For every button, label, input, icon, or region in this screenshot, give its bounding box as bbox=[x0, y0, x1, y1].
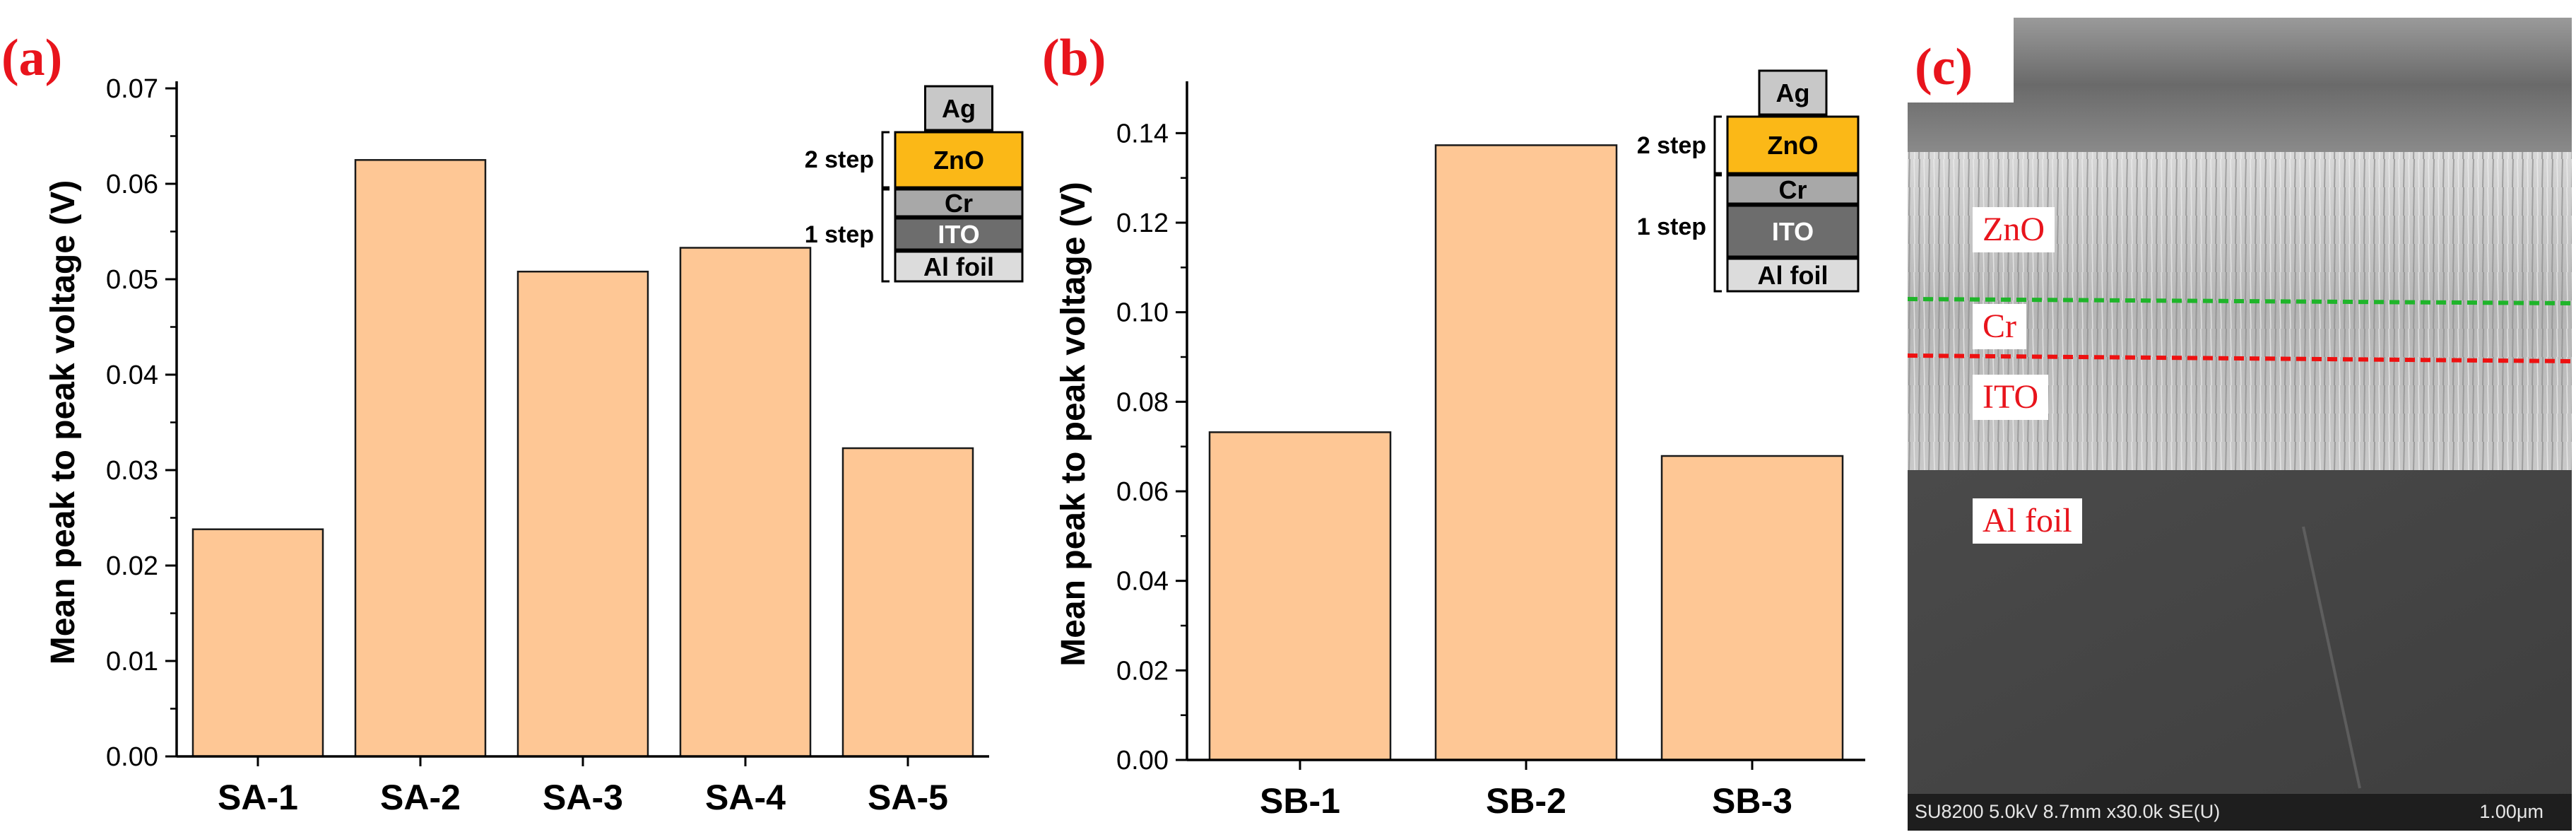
x-tick-label-SA-5: SA-5 bbox=[868, 778, 948, 817]
y-axis-label-b: Mean peak to peak voltage (V) bbox=[1055, 182, 1092, 667]
y-tick-label-a-5: 0.05 bbox=[106, 265, 158, 295]
y-tick-label-b-6: 0.12 bbox=[1116, 209, 1169, 238]
y-tick-label-a-1: 0.01 bbox=[106, 647, 158, 677]
bar-SA-3 bbox=[516, 270, 649, 758]
step-label-b-step2: 2 step bbox=[1637, 132, 1706, 159]
panel-label-a: (a) bbox=[1, 29, 63, 87]
y-tick-label-b-7: 0.14 bbox=[1116, 119, 1169, 148]
y-tick-label-b-5: 0.10 bbox=[1116, 298, 1169, 328]
y-tick-label-b-1: 0.02 bbox=[1116, 656, 1169, 686]
x-tick-label-SB-1: SB-1 bbox=[1260, 781, 1340, 821]
bar-SA-5 bbox=[841, 447, 974, 758]
y-tick-label-b-0: 0.00 bbox=[1116, 746, 1169, 775]
stack-layer-a-ag bbox=[924, 85, 993, 131]
sem-label-ito: ITO bbox=[1973, 375, 2049, 420]
stack-label-b-ito: ITO bbox=[1772, 217, 1814, 246]
sem-label-zno: ZnO bbox=[1973, 207, 2055, 252]
sem-green-line bbox=[1908, 297, 2572, 305]
bracket-a-step1 bbox=[881, 188, 890, 283]
y-tick-label-b-2: 0.04 bbox=[1116, 567, 1169, 597]
sem-corner-mask bbox=[1908, 18, 2014, 103]
y-tick-label-a-4: 0.04 bbox=[106, 361, 158, 390]
bar-SB-1 bbox=[1208, 431, 1392, 761]
stack-layer-a-zno bbox=[894, 131, 1024, 189]
bracket-b-step1 bbox=[1713, 174, 1722, 293]
stack-label-a-ag: Ag bbox=[942, 94, 976, 123]
x-tick-label-SA-2: SA-2 bbox=[380, 778, 461, 817]
x-tick-label-SA-4: SA-4 bbox=[705, 778, 786, 817]
stack-label-b-cr: Cr bbox=[1778, 175, 1807, 204]
x-tick-label-SA-1: SA-1 bbox=[218, 778, 298, 817]
panel-label-b: (b) bbox=[1042, 29, 1106, 87]
step-label-a-step2: 2 step bbox=[805, 146, 874, 173]
x-tick-label-SA-3: SA-3 bbox=[543, 778, 623, 817]
y-axis-label-a: Mean peak to peak voltage (V) bbox=[45, 180, 82, 665]
sem-info-bar: SU8200 5.0kV 8.7mm x30.0k SE(U) 1.00μm bbox=[1908, 794, 2572, 831]
sem-image: (c) ZnO Cr ITO Al foil SU8200 5.0kV 8.7m… bbox=[1908, 18, 2572, 831]
stack-label-b-zno: ZnO bbox=[1768, 131, 1819, 160]
step-label-a-step1: 1 step bbox=[805, 221, 874, 248]
stack-layer-b-al bbox=[1726, 257, 1860, 293]
stack-layer-a-cr bbox=[894, 188, 1024, 218]
y-tick-label-a-2: 0.02 bbox=[106, 551, 158, 581]
y-tick-label-a-3: 0.03 bbox=[106, 456, 158, 486]
bracket-a-step2 bbox=[881, 131, 890, 189]
stack-layer-a-ito bbox=[894, 217, 1024, 251]
bar-SA-4 bbox=[679, 247, 812, 758]
stack-label-b-al: Al foil bbox=[1758, 261, 1828, 290]
sem-label-al: Al foil bbox=[1973, 498, 2082, 544]
step-label-b-step1: 1 step bbox=[1637, 213, 1706, 240]
x-tick-label-SB-3: SB-3 bbox=[1712, 781, 1792, 821]
sem-streak bbox=[2302, 526, 2361, 789]
stack-label-b-ag: Ag bbox=[1776, 78, 1810, 107]
y-tick-label-a-0: 0.00 bbox=[106, 742, 158, 772]
sem-info-text: SU8200 5.0kV 8.7mm x30.0k SE(U) bbox=[1915, 801, 2221, 822]
panel-label-c: (c) bbox=[1915, 38, 1973, 96]
y-tick-label-b-3: 0.06 bbox=[1116, 477, 1169, 507]
stack-layer-b-zno bbox=[1726, 115, 1860, 175]
stack-label-a-cr: Cr bbox=[945, 189, 973, 218]
charts-canvas: SA-1 SA-2 SA-3 SA-4 SA-5 0.00 0.01 0.02 0.03 0.04… bbox=[45, 69, 1865, 821]
sem-red-line bbox=[1908, 353, 2572, 363]
x-tick-label-SB-2: SB-2 bbox=[1486, 781, 1566, 821]
stack-layer-b-cr bbox=[1726, 174, 1860, 205]
bar-SB-3 bbox=[1660, 455, 1844, 761]
stack-layer-b-ag bbox=[1758, 69, 1828, 116]
stack-layer-b-ito bbox=[1726, 204, 1860, 258]
stack-layer-a-al bbox=[894, 250, 1024, 283]
stack-label-a-zno: ZnO bbox=[933, 146, 984, 175]
sem-top-region bbox=[1908, 18, 2572, 152]
stack-label-a-al: Al foil bbox=[923, 252, 994, 281]
bar-SA-1 bbox=[191, 528, 324, 758]
stack-label-a-ito: ITO bbox=[938, 220, 979, 249]
bracket-b-step2 bbox=[1713, 115, 1722, 175]
sem-label-cr: Cr bbox=[1973, 304, 2026, 349]
y-tick-label-a-7: 0.07 bbox=[106, 74, 158, 104]
bar-SA-2 bbox=[354, 159, 487, 758]
bar-SB-2 bbox=[1434, 144, 1618, 761]
sem-scale-text: 1.00μm bbox=[2479, 801, 2543, 822]
y-tick-label-b-4: 0.08 bbox=[1116, 387, 1169, 417]
y-tick-label-a-6: 0.06 bbox=[106, 170, 158, 199]
